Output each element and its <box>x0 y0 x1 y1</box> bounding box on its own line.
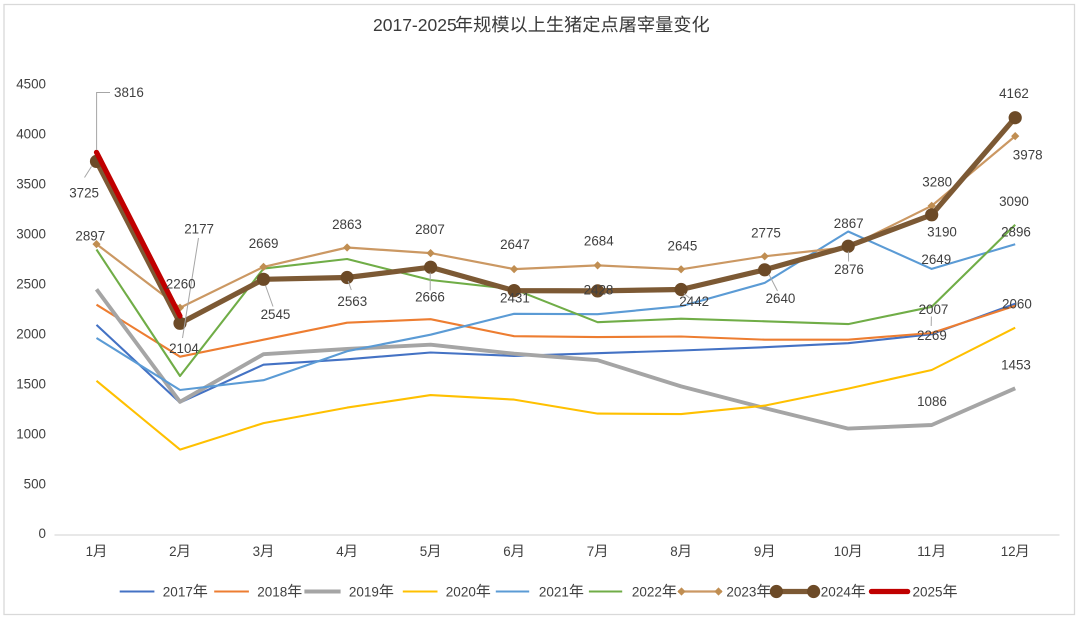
svg-text:2017: 2017 <box>163 584 193 599</box>
svg-text:2431: 2431 <box>500 291 530 306</box>
svg-text:2775: 2775 <box>751 225 781 240</box>
svg-text:1086: 1086 <box>917 394 947 409</box>
svg-text:2645: 2645 <box>668 239 698 254</box>
svg-text:2896: 2896 <box>1001 225 1031 240</box>
svg-text:0: 0 <box>39 526 46 541</box>
svg-text:2666: 2666 <box>415 289 445 304</box>
svg-text:1453: 1453 <box>1001 357 1031 372</box>
svg-text:2269: 2269 <box>917 328 947 343</box>
svg-text:3280: 3280 <box>922 175 952 190</box>
svg-text:3000: 3000 <box>16 227 46 242</box>
svg-text:1: 1 <box>86 544 93 559</box>
svg-text:2647: 2647 <box>500 237 530 252</box>
svg-text:3: 3 <box>253 544 260 559</box>
svg-text:3978: 3978 <box>1013 148 1043 163</box>
svg-text:2640: 2640 <box>766 291 796 306</box>
svg-text:2897: 2897 <box>75 228 105 243</box>
svg-text:2876: 2876 <box>834 262 864 277</box>
svg-text:2020: 2020 <box>446 584 476 599</box>
svg-text:2017-2025: 2017-2025 <box>373 15 457 35</box>
svg-text:2023: 2023 <box>726 584 756 599</box>
svg-text:1000: 1000 <box>16 426 46 441</box>
svg-text:2563: 2563 <box>337 294 367 309</box>
svg-text:2019: 2019 <box>349 584 379 599</box>
svg-text:2428: 2428 <box>584 283 614 298</box>
svg-text:2649: 2649 <box>921 252 951 267</box>
svg-text:9: 9 <box>754 544 761 559</box>
svg-text:2867: 2867 <box>834 216 864 231</box>
svg-text:3816: 3816 <box>114 85 144 100</box>
svg-text:2018: 2018 <box>257 584 287 599</box>
svg-text:2442: 2442 <box>679 294 709 309</box>
svg-text:3725: 3725 <box>69 186 99 201</box>
svg-text:2025: 2025 <box>913 584 943 599</box>
svg-text:2545: 2545 <box>261 307 291 322</box>
svg-text:2669: 2669 <box>249 236 279 251</box>
svg-text:10: 10 <box>834 544 849 559</box>
svg-text:4162: 4162 <box>999 86 1029 101</box>
svg-text:2260: 2260 <box>166 276 196 291</box>
svg-text:2060: 2060 <box>1002 297 1032 312</box>
svg-text:7: 7 <box>587 544 594 559</box>
svg-text:5: 5 <box>420 544 427 559</box>
svg-text:12: 12 <box>1001 544 1016 559</box>
svg-text:2807: 2807 <box>415 222 445 237</box>
svg-text:2021: 2021 <box>539 584 569 599</box>
svg-text:4: 4 <box>336 544 344 559</box>
svg-text:500: 500 <box>24 476 46 491</box>
svg-text:2022: 2022 <box>632 584 662 599</box>
svg-text:8: 8 <box>670 544 677 559</box>
svg-text:3190: 3190 <box>927 225 957 240</box>
svg-text:2684: 2684 <box>584 234 614 249</box>
svg-text:4500: 4500 <box>16 77 46 92</box>
svg-text:2863: 2863 <box>332 217 362 232</box>
svg-text:2: 2 <box>169 544 176 559</box>
svg-text:4000: 4000 <box>16 127 46 142</box>
svg-text:11: 11 <box>917 544 931 559</box>
svg-text:2500: 2500 <box>16 277 46 292</box>
svg-text:2000: 2000 <box>16 326 46 341</box>
svg-text:2007: 2007 <box>919 302 949 317</box>
svg-text:6: 6 <box>503 544 510 559</box>
svg-text:1500: 1500 <box>16 376 46 391</box>
svg-text:2177: 2177 <box>184 221 214 236</box>
svg-text:3500: 3500 <box>16 177 46 192</box>
svg-text:2104: 2104 <box>169 341 199 356</box>
svg-text:2024: 2024 <box>821 584 852 599</box>
svg-text:3090: 3090 <box>999 194 1029 209</box>
